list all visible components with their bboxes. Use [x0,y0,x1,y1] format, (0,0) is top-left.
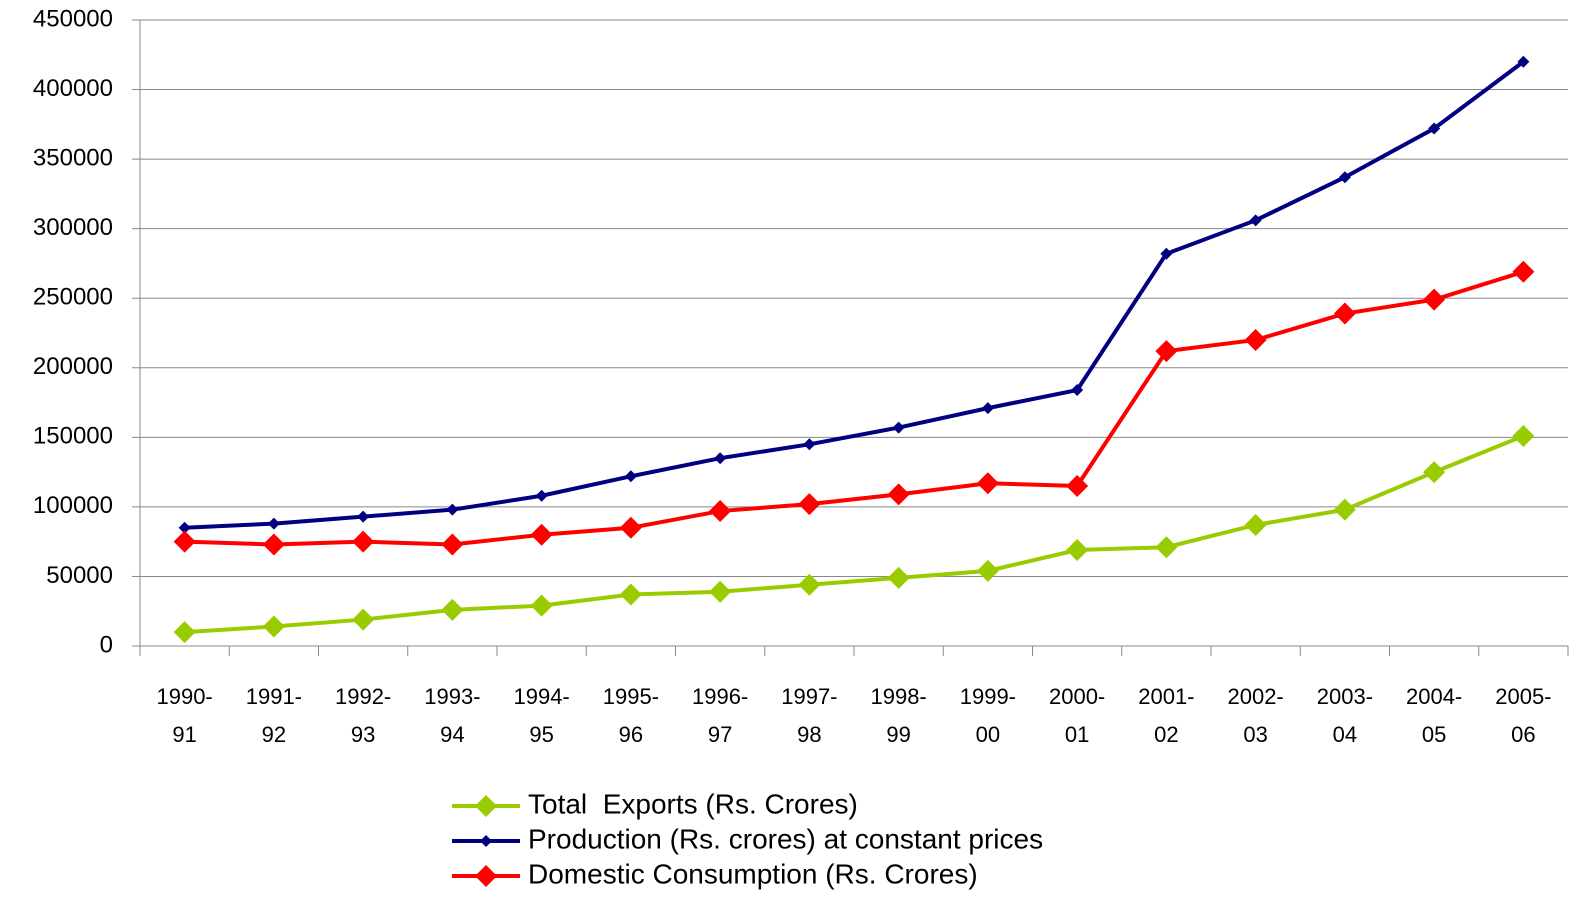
point [1333,302,1356,325]
point [1512,260,1535,283]
point [709,500,732,523]
point [1517,55,1530,68]
point [352,608,375,631]
x-tick-label: 1999-00 [959,684,1017,747]
x-tick-label: 2001-02 [1138,684,1195,747]
point [709,580,732,603]
point [798,493,821,516]
y-tick-label: 200000 [33,353,113,380]
x-tick-label: 1997-98 [781,684,838,747]
legend-label: Production (Rs. crores) at constant pric… [528,823,1043,854]
point [178,521,191,534]
x-tick-label: 2000-01 [1048,684,1106,747]
point [535,489,548,502]
point [530,523,553,546]
point [1244,328,1267,351]
point [892,421,905,434]
point [441,533,464,556]
series-line [184,269,1524,547]
point [1249,214,1262,227]
x-tick-label: 1995-96 [602,684,660,747]
point [441,598,464,621]
x-tick-label: 1996-97 [691,684,749,747]
point [446,503,459,516]
x-tick-label: 1991-92 [245,684,303,747]
point [1160,247,1173,260]
series-line [184,434,1525,635]
point [976,472,999,495]
point [1066,539,1089,562]
point [262,533,285,556]
y-tick-label: 250000 [33,284,113,311]
point [1338,171,1351,184]
point [624,470,637,483]
x-tick-label: 1994-95 [513,684,570,747]
point [530,594,553,617]
y-tick-label: 300000 [33,214,113,241]
x-tick-label: 2004-05 [1405,684,1463,747]
point [1333,498,1356,521]
point [1423,288,1446,311]
point [1423,461,1446,484]
legend-marker [475,865,497,887]
point [981,402,994,415]
point [262,615,285,638]
point [1428,122,1441,135]
point [1244,513,1267,536]
point [714,452,727,465]
point [1066,475,1089,498]
legend-marker [475,795,497,817]
point [803,438,816,451]
point [619,583,642,606]
point [887,566,910,589]
point [1071,384,1084,397]
point [1155,536,1178,559]
point [798,573,821,596]
x-tick-label: 1993-94 [424,684,481,747]
x-tick-label: 1990-91 [156,684,213,747]
point [173,530,196,553]
x-tick-label: 2005-06 [1495,684,1552,747]
y-tick-label: 0 [100,631,113,658]
y-tick-label: 100000 [33,492,113,519]
point [352,530,375,553]
point [976,559,999,582]
legend-label: Total Exports (Rs. Crores) [528,788,858,819]
x-tick-label: 1992-93 [334,684,392,747]
point [267,517,280,530]
point [1155,340,1178,363]
legend-marker [480,835,492,847]
x-tick-label: 2003-04 [1316,684,1374,747]
y-tick-label: 350000 [33,144,113,171]
x-tick-label: 1998-99 [870,684,927,747]
y-tick-label: 50000 [46,562,113,589]
series-line [184,60,1525,530]
point [1512,424,1535,447]
y-tick-label: 400000 [33,75,113,102]
point [619,516,642,539]
x-tick-label: 2002-03 [1227,684,1284,747]
point [357,510,370,523]
y-tick-label: 150000 [33,423,113,450]
y-tick-label: 450000 [33,5,113,32]
point [173,621,196,644]
point [887,483,910,506]
legend-label: Domestic Consumption (Rs. Crores) [528,858,978,889]
